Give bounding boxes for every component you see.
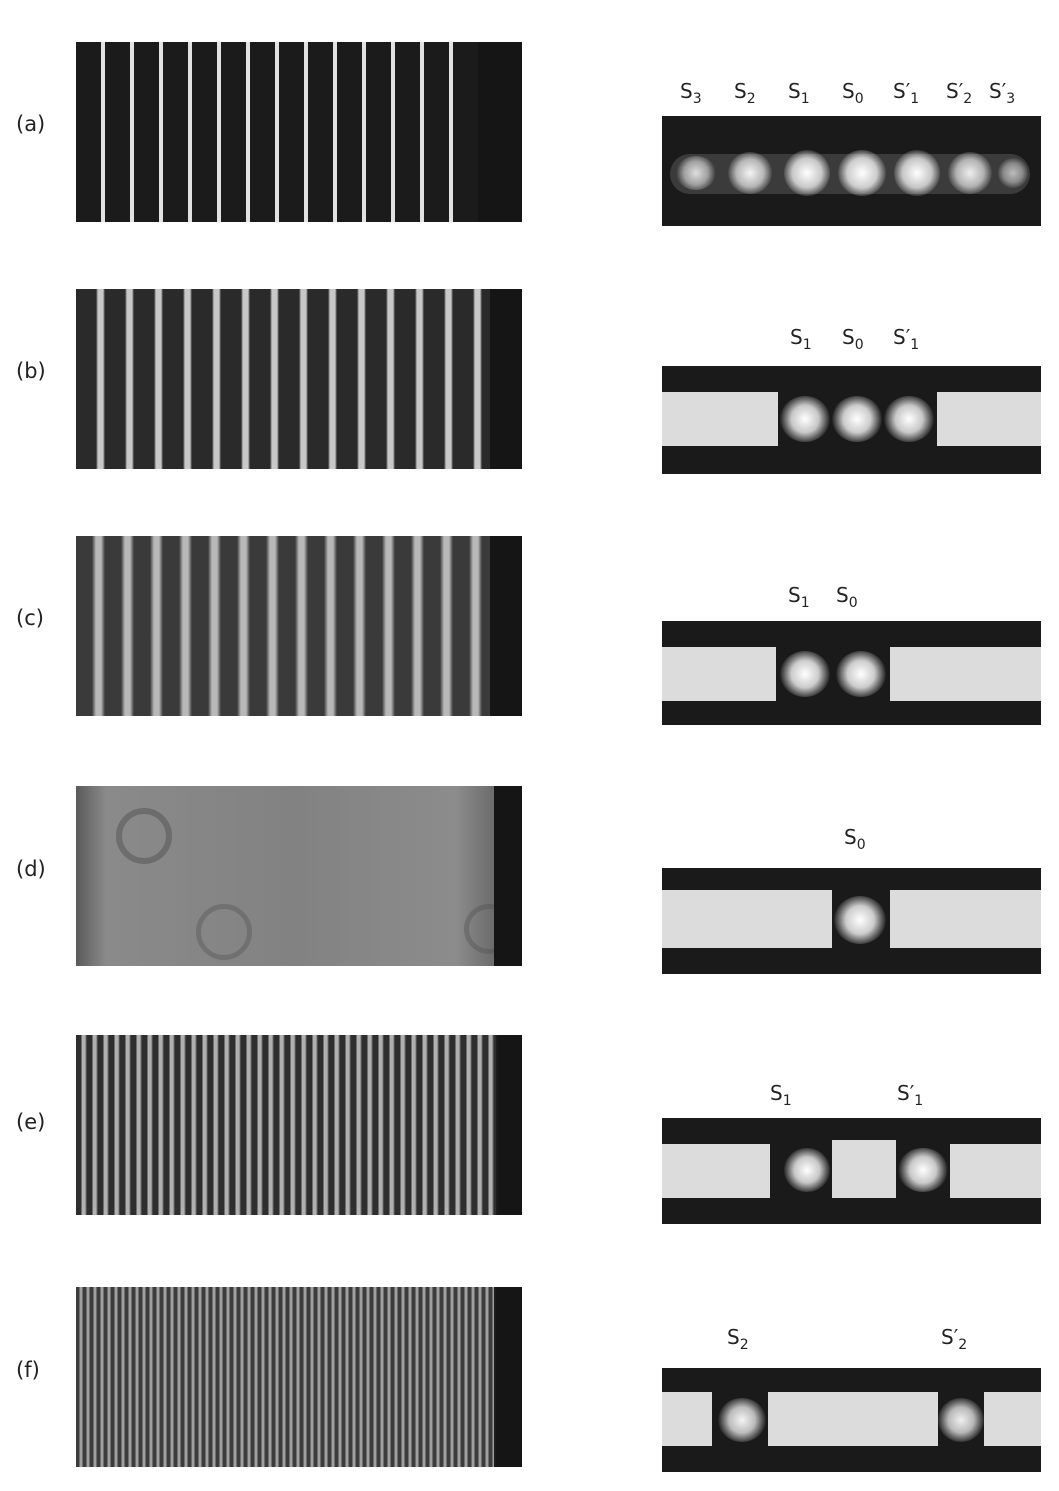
spectral-subscript: 1 <box>800 595 810 611</box>
row-label-b: (b) <box>16 359 46 383</box>
spectral-label: S0 <box>842 79 864 107</box>
spectral-subscript: 0 <box>854 337 864 353</box>
spectral-label: S1 <box>788 583 810 611</box>
spectrum-mask <box>890 647 1041 701</box>
row-label-a: (a) <box>16 112 46 136</box>
spectral-label: S′1 <box>893 325 920 353</box>
fringe-stripes <box>76 289 494 469</box>
spectral-label: S0 <box>836 583 858 611</box>
spectral-spot <box>780 396 830 442</box>
spectrum-image-c <box>662 621 1041 725</box>
spectral-spot <box>998 158 1028 188</box>
dust-ring <box>116 808 172 864</box>
spectrum-mask <box>662 1392 712 1446</box>
spectral-label: S′1 <box>897 1081 924 1109</box>
spectral-label: S1 <box>788 79 810 107</box>
fringe-edge <box>496 1287 522 1467</box>
spectral-spot <box>832 396 882 442</box>
spectral-spot <box>836 651 886 697</box>
spectrum-mask <box>984 1392 1041 1446</box>
fringe-stripes <box>76 536 494 716</box>
spectral-subscript: 3 <box>1006 91 1016 107</box>
row-label-f: (f) <box>16 1358 40 1382</box>
spectral-subscript: 1 <box>802 337 812 353</box>
fringe-image-a <box>76 42 522 222</box>
spectral-spot <box>898 1148 948 1192</box>
spectral-spot <box>676 156 716 190</box>
spectral-subscript: 0 <box>848 595 858 611</box>
spectral-label: S1 <box>790 325 812 353</box>
spectral-label: S0 <box>844 825 866 853</box>
spectrum-mask <box>662 647 776 701</box>
spectral-subscript: 1 <box>910 337 920 353</box>
fringe-image-e <box>76 1035 522 1215</box>
spectral-subscript: 1 <box>914 1093 924 1109</box>
row-label-d: (d) <box>16 857 46 881</box>
spectral-spot <box>838 150 886 196</box>
spectrum-mask <box>950 1144 1041 1198</box>
fringe-edge <box>498 1035 522 1215</box>
spectral-spot <box>718 1398 766 1442</box>
spectral-subscript: 2 <box>958 1337 968 1353</box>
spectral-subscript: 1 <box>782 1093 792 1109</box>
row-label-e: (e) <box>16 1110 46 1134</box>
spectrum-mask <box>768 1392 938 1446</box>
fringe-image-c <box>76 536 522 716</box>
fringe-image-b <box>76 289 522 469</box>
row-label-c: (c) <box>16 606 44 630</box>
spectral-label: S1 <box>770 1081 792 1109</box>
spectrum-mask <box>832 1140 896 1198</box>
spectral-subscript: 0 <box>854 91 864 107</box>
spectrum-mask <box>662 890 832 948</box>
fringe-stripes <box>76 1287 494 1467</box>
fringe-edge <box>490 289 522 469</box>
spectrum-mask <box>890 890 1041 948</box>
dust-ring <box>196 904 252 960</box>
spectral-label: S2 <box>734 79 756 107</box>
spectral-spot <box>948 152 992 194</box>
spectral-subscript: 2 <box>963 91 973 107</box>
spectrum-image-a <box>662 116 1041 226</box>
spectral-label: S2 <box>727 1325 749 1353</box>
fringe-image-d <box>76 786 522 966</box>
spectral-subscript: 3 <box>692 91 702 107</box>
spectral-spot <box>834 896 886 944</box>
spectrum-image-f <box>662 1368 1041 1472</box>
spectral-spot <box>728 152 772 194</box>
spectrum-mask <box>662 392 778 446</box>
spectrum-image-b <box>662 366 1041 474</box>
fringe-stripes <box>76 42 490 222</box>
spectral-label: S′3 <box>989 79 1016 107</box>
spectral-spot <box>780 651 830 697</box>
fringe-stripes <box>76 1035 496 1215</box>
spectral-spot <box>884 396 934 442</box>
fringe-edge <box>494 786 522 966</box>
fringe-image-f <box>76 1287 522 1467</box>
spectrum-image-d <box>662 868 1041 974</box>
spectral-label: S0 <box>842 325 864 353</box>
spectrum-image-e <box>662 1118 1041 1224</box>
spectral-label: S′1 <box>893 79 920 107</box>
spectral-label: S3 <box>680 79 702 107</box>
fringe-edge <box>490 536 522 716</box>
spectral-spot <box>938 1398 984 1442</box>
spectral-subscript: 2 <box>739 1337 749 1353</box>
spectral-spot <box>894 150 940 196</box>
spectrum-mask <box>662 1144 770 1198</box>
spectral-subscript: 1 <box>910 91 920 107</box>
spectral-label: S′2 <box>941 1325 968 1353</box>
spectral-subscript: 1 <box>800 91 810 107</box>
spectral-spot <box>784 150 830 196</box>
fringe-edge <box>478 42 522 222</box>
spectrum-mask <box>937 392 1041 446</box>
spectral-subscript: 2 <box>746 91 756 107</box>
spectral-label: S′2 <box>946 79 973 107</box>
spectral-subscript: 0 <box>856 837 866 853</box>
spectral-spot <box>784 1148 830 1192</box>
